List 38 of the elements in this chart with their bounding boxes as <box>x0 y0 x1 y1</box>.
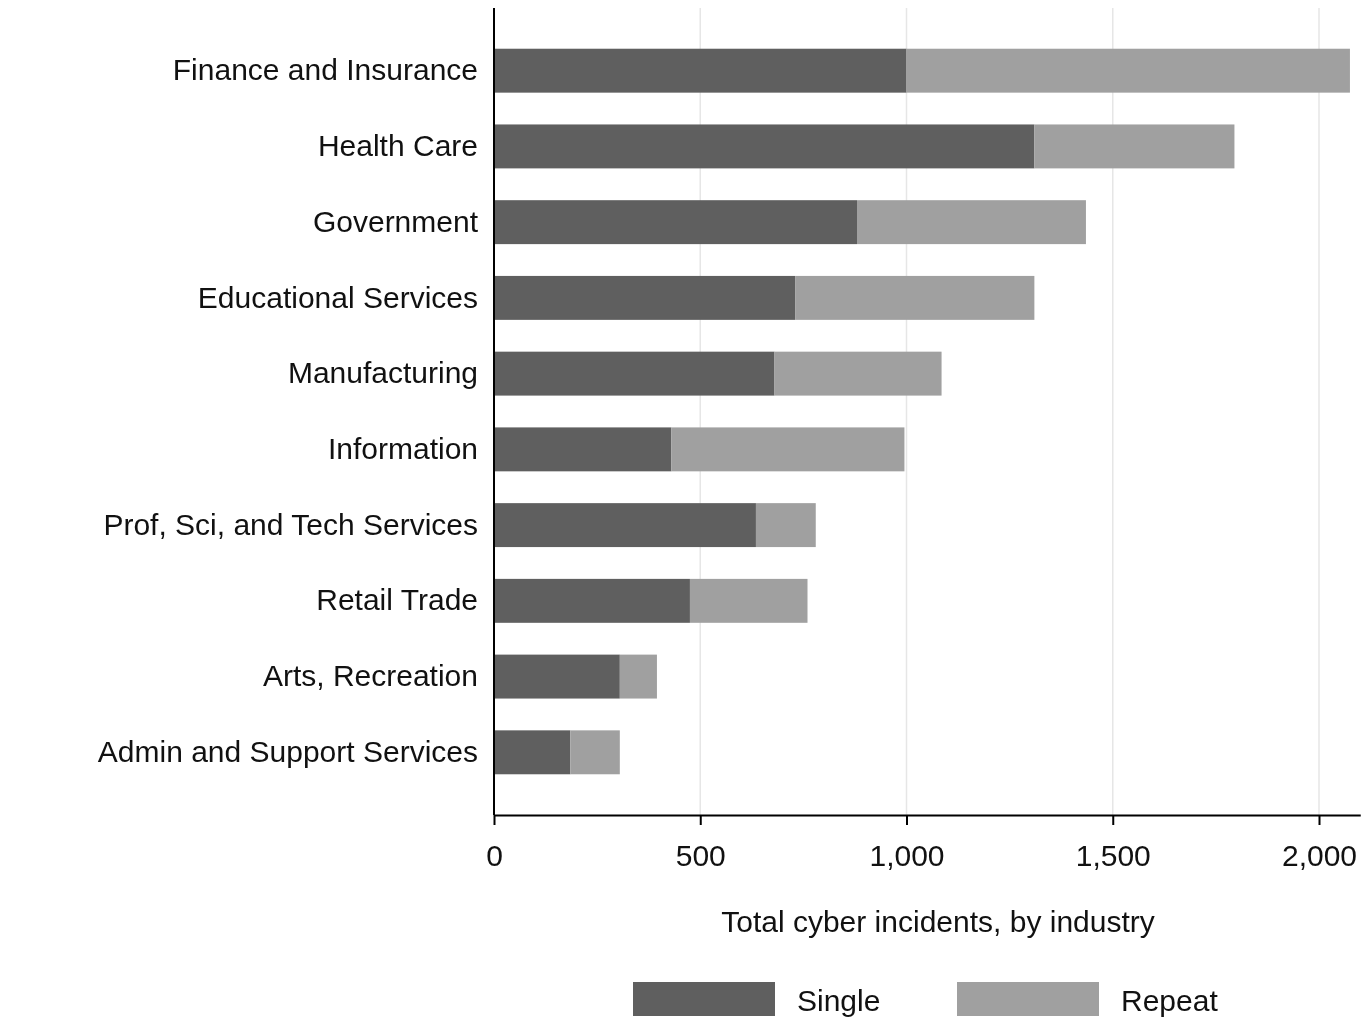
bar <box>494 730 571 775</box>
bar <box>906 48 1350 93</box>
y-tick-label: Prof, Sci, and Tech Services <box>103 507 478 541</box>
x-tick-label: 2,000 <box>1281 838 1358 872</box>
bar <box>494 427 672 472</box>
y-tick-label: Finance and Insurance <box>172 53 478 87</box>
legend-label: Repeat <box>1121 984 1219 1017</box>
y-tick-label: Information <box>327 431 478 465</box>
bar <box>689 578 808 623</box>
bar <box>671 427 905 472</box>
y-tick-label: Retail Trade <box>316 583 478 617</box>
bar <box>494 48 907 93</box>
legend-label: Single <box>797 984 881 1017</box>
bar <box>774 351 942 396</box>
bar <box>494 351 775 396</box>
bar <box>795 275 1035 320</box>
bar <box>494 654 620 699</box>
bar <box>1034 124 1235 169</box>
bar <box>494 124 1035 169</box>
bar <box>494 503 756 548</box>
x-tick-label: 500 <box>675 838 726 872</box>
bar <box>494 578 690 623</box>
y-tick-label: Arts, Recreation <box>262 659 478 693</box>
y-tick-label: Government <box>312 204 479 238</box>
bar <box>570 730 620 775</box>
x-axis-title: Total cyber incidents, by industry <box>721 905 1155 938</box>
bar <box>857 200 1086 245</box>
x-tick-label: 0 <box>486 838 503 872</box>
bar <box>494 275 796 320</box>
bar <box>755 503 816 548</box>
y-tick-label: Health Care <box>317 129 478 163</box>
x-tick-label: 1,500 <box>1075 838 1151 872</box>
x-tick-label: 1,000 <box>869 838 945 872</box>
y-tick-label: Admin and Support Services <box>97 734 478 768</box>
y-tick-label: Manufacturing <box>287 356 478 390</box>
y-tick-label: Educational Services <box>197 280 478 314</box>
bar <box>619 654 657 699</box>
bar <box>494 200 857 245</box>
